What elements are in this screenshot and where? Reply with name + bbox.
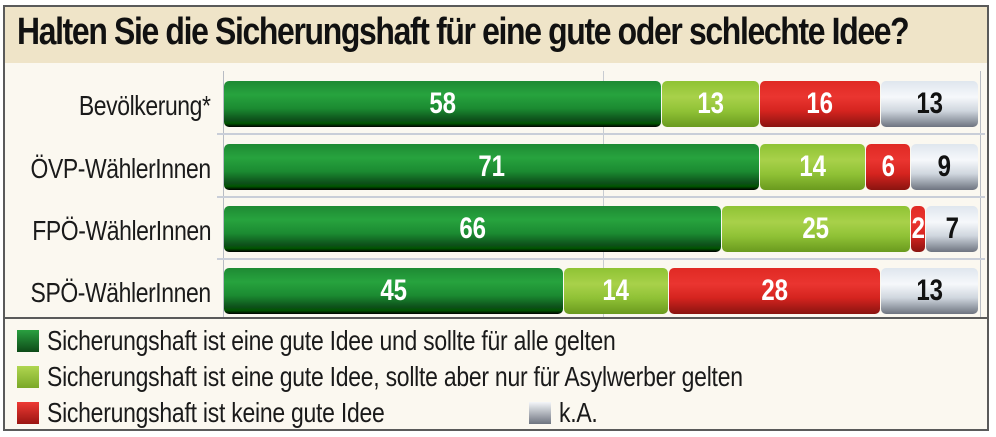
axis-line-left: [223, 71, 224, 317]
bar-segment: 25: [722, 206, 911, 252]
bar-segment: 13: [880, 268, 978, 314]
bar-segment: 13: [661, 81, 760, 127]
segment-value: 13: [697, 87, 724, 120]
axis-line-mid: [603, 71, 604, 317]
legend-swatch-dark-green: [17, 330, 39, 352]
segment-value: 9: [937, 150, 952, 183]
bar-segment: 7: [926, 206, 978, 252]
legend-item-good-for-all: Sicherungshaft ist eine gute Idee und so…: [17, 325, 740, 357]
segment-value: 14: [602, 274, 630, 307]
legend-label: Sicherungshaft ist keine gute Idee: [47, 397, 385, 428]
stacked-bar: 45 14 28 13: [224, 268, 979, 314]
chart-area: Bevölkerung* 58 13 16 13 ÖVP-WählerInnen 71…: [5, 63, 987, 317]
bar-segment: 45: [224, 268, 563, 314]
legend-swatch-red: [17, 402, 39, 424]
segment-value: 13: [916, 274, 943, 307]
chart-frame: Halten Sie die Sicherungshaft für eine g…: [3, 5, 989, 431]
bar-row: ÖVP-WählerInnen 71 14 6 9: [5, 144, 987, 192]
stacked-bar: 66 25 2 7: [224, 206, 979, 252]
bar-segment: 28: [669, 268, 880, 314]
legend-item-not-good: Sicherungshaft ist keine gute Idee: [17, 397, 459, 429]
axis-line-right: [980, 71, 981, 317]
legend-swatch-light-green: [17, 366, 39, 388]
row-label: SPÖ-WählerInnen: [30, 277, 212, 308]
bar-row: FPÖ-WählerInnen 66 25 2 7: [5, 206, 987, 254]
bar-segment: 66: [224, 206, 722, 252]
segment-value: 14: [799, 150, 826, 183]
title-band: Halten Sie die Sicherungshaft für eine g…: [5, 7, 987, 63]
bar-segment: 2: [911, 206, 926, 252]
segment-value: 58: [429, 87, 456, 120]
segment-value: 16: [806, 87, 834, 120]
legend-label: Sicherungshaft ist eine gute Idee und so…: [47, 325, 616, 356]
bar-segment: 14: [760, 144, 865, 190]
segment-value: 28: [761, 274, 788, 307]
legend-item-no-answer: k.A.: [529, 397, 606, 429]
segment-value: 6: [881, 150, 895, 183]
legend-label: k.A.: [559, 397, 598, 428]
bar-segment: 6: [865, 144, 911, 190]
legend-label: Sicherungshaft ist eine gute Idee, sollt…: [47, 361, 743, 392]
bar-segment: 14: [563, 268, 669, 314]
segment-value: 66: [459, 212, 486, 245]
bar-row: Bevölkerung* 58 13 16 13: [5, 81, 987, 129]
segment-value: 7: [945, 212, 959, 245]
bar-segment: 9: [911, 144, 978, 190]
row-label: Bevölkerung*: [79, 90, 211, 121]
bar-segment: 13: [880, 81, 978, 127]
segment-value: 2: [911, 212, 925, 245]
row-label: ÖVP-WählerInnen: [30, 153, 212, 184]
segment-value: 45: [380, 274, 407, 307]
segment-value: 13: [916, 87, 943, 120]
row-separator: [217, 133, 985, 135]
legend-item-good-asylum-only: Sicherungshaft ist eine gute Idee, sollt…: [17, 361, 895, 393]
segment-value: 25: [802, 212, 830, 245]
bar-segment: 58: [224, 81, 661, 127]
bar-segment: 16: [760, 81, 880, 127]
bar-row: SPÖ-WählerInnen 45 14 28 13: [5, 268, 987, 316]
legend-swatch-grey: [529, 402, 551, 424]
bar-segment: 71: [224, 144, 760, 190]
row-separator: [217, 258, 985, 260]
stacked-bar: 71 14 6 9: [224, 144, 979, 190]
chart-title: Halten Sie die Sicherungshaft für eine g…: [17, 11, 910, 53]
segment-value: 71: [478, 150, 505, 183]
row-separator: [217, 196, 985, 198]
row-label: FPÖ-WählerInnen: [32, 215, 211, 246]
legend: Sicherungshaft ist eine gute Idee und so…: [5, 317, 987, 429]
stacked-bar: 58 13 16 13: [224, 81, 979, 127]
